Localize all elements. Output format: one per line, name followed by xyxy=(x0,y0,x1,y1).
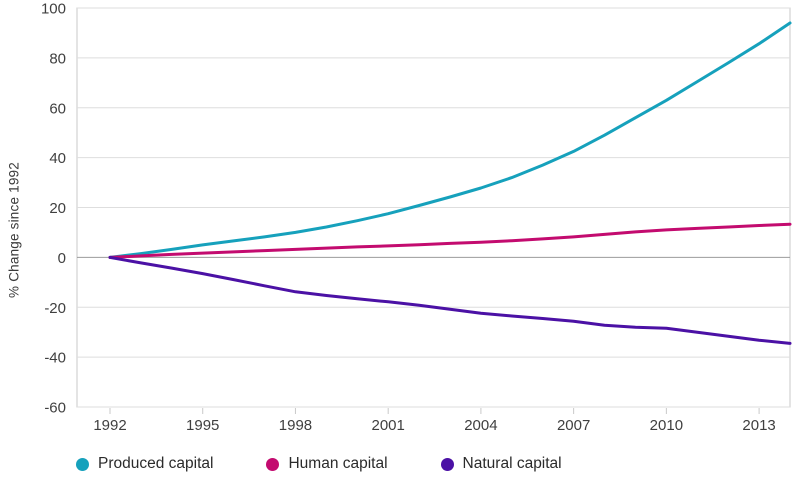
series-line-human-capital xyxy=(108,222,792,259)
legend-marker-human-capital-icon xyxy=(266,457,280,471)
x-tick-label: 2013 xyxy=(742,417,775,434)
legend-label-human-capital: Human capital xyxy=(288,455,388,472)
x-tick-label: 1995 xyxy=(186,417,219,434)
legend-item-natural-capital: Natural capital xyxy=(440,455,562,473)
legend-item-human-capital: Human capital xyxy=(266,455,388,473)
legend-marker-natural-capital-icon xyxy=(440,457,454,471)
legend-label-natural-capital: Natural capital xyxy=(462,455,562,472)
y-tick-label: 80 xyxy=(49,50,66,67)
x-tick-label: 1998 xyxy=(279,417,312,434)
x-tick-label: 2004 xyxy=(464,417,497,434)
y-tick-label: -40 xyxy=(44,350,66,367)
legend-item-produced-capital: Produced capital xyxy=(76,455,213,473)
line-chart: 100 80 60 40 20 0 -20 -40 -60 1992 1995 1998 2001 200… xyxy=(41,1,792,434)
y-tick-label: 20 xyxy=(49,200,66,217)
legend-marker-produced-capital-icon xyxy=(76,457,89,471)
y-tick-label: -60 xyxy=(44,400,66,417)
x-tick-label: 2007 xyxy=(557,417,590,434)
y-tick-label: 60 xyxy=(49,100,66,117)
y-tick-label: 40 xyxy=(49,150,66,167)
y-tick-label: 100 xyxy=(41,1,66,18)
y-tick-label: -20 xyxy=(44,300,66,317)
x-tick-label: 2010 xyxy=(650,417,683,434)
legend-label-produced-capital: Produced capital xyxy=(98,455,214,472)
y-axis-title: % Change since 1992 xyxy=(6,162,22,298)
legend: Produced capital Human capital Natural c… xyxy=(76,455,562,473)
x-tick-label: 2001 xyxy=(371,417,404,434)
series-line-natural-capital xyxy=(108,255,792,345)
x-tick-label: 1992 xyxy=(93,417,126,434)
y-tick-label: 0 xyxy=(58,250,66,267)
series-line-produced-capital xyxy=(108,21,792,259)
